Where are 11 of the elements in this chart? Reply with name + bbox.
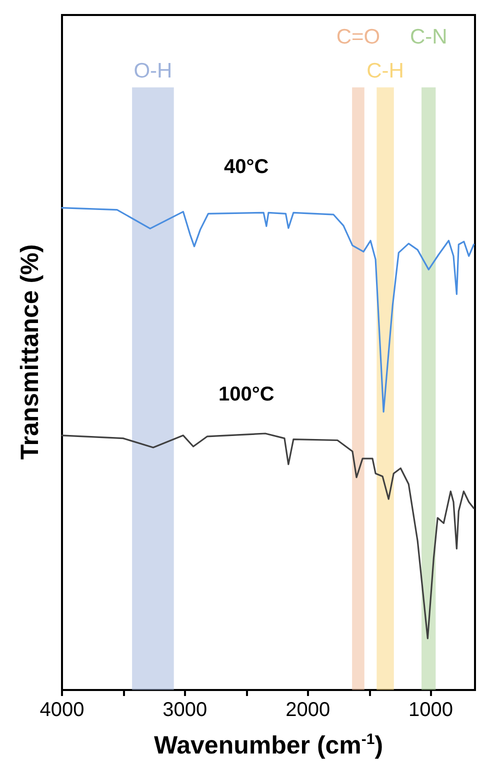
series-label: 40°C xyxy=(224,156,269,178)
band-label: C-N xyxy=(410,25,448,48)
x-tick-label: 4000 xyxy=(40,699,84,721)
band-label: C-H xyxy=(366,59,404,82)
series-label: 100°C xyxy=(218,383,274,406)
band-label: C=O xyxy=(336,25,380,48)
band-label: O-H xyxy=(134,59,172,82)
x-tick-label: 1000 xyxy=(408,699,453,721)
y-axis-title: Transmittance (%) xyxy=(16,244,44,460)
x-tick-label: 2000 xyxy=(286,699,330,721)
x-tick-label: 3000 xyxy=(162,699,208,721)
